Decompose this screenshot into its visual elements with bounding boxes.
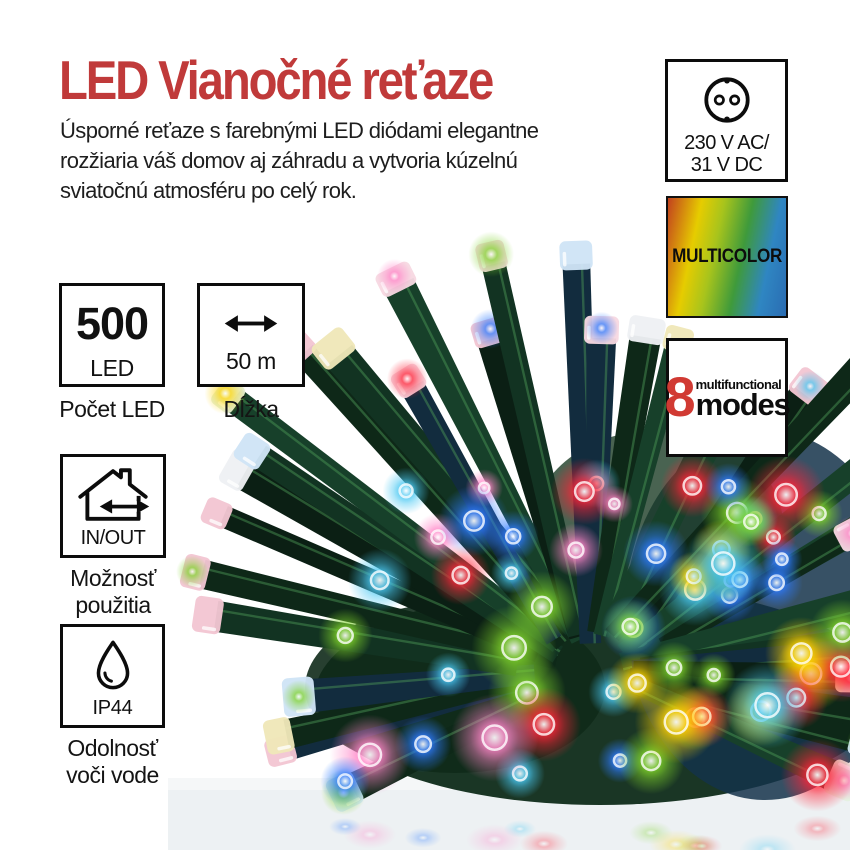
length-value: 50 m <box>226 348 276 374</box>
led-count-value: 500 <box>75 298 149 349</box>
voltage-line1: 230 V AC/ <box>684 132 769 154</box>
multicolor-badge: MULTICOLOR <box>666 196 788 318</box>
spec-length: 50 m <box>197 283 305 387</box>
schuko-socket-icon <box>703 77 750 123</box>
length-caption: Dĺžka <box>223 396 279 422</box>
product-description: Úsporné reťaze s farebnými LED diódami e… <box>60 116 539 206</box>
water-resistance-caption: Odolnosť voči vode <box>66 735 159 788</box>
modes-label-top: multifunctional <box>695 376 782 392</box>
description-line: rozžiaria váš domov aj záhradu a vytvori… <box>60 148 518 173</box>
usage-caption: Možnosť použitia <box>70 565 156 618</box>
led-count-caption: Počet LED <box>59 396 165 422</box>
voltage-line2: 31 V DC <box>690 154 763 176</box>
modes-label-bottom: modes <box>695 386 791 422</box>
house-in-out-icon <box>78 468 150 521</box>
double-arrow-icon <box>224 315 278 332</box>
modes-labels: multifunctional modes <box>695 376 791 422</box>
description-line: sviatočnú atmosféru po celý rok. <box>60 178 357 203</box>
water-drop-icon <box>96 640 129 690</box>
description-line: Úsporné reťaze s farebnými LED diódami e… <box>60 118 539 143</box>
voltage-text: 230 V AC/ 31 V DC <box>684 132 769 176</box>
power-badge: 230 V AC/ 31 V DC <box>665 59 788 182</box>
modes-badge: 8 multifunctional modes <box>664 338 791 457</box>
page-title: LED Vianočné reťaze <box>59 49 494 111</box>
spec-led-count: 500 LED <box>59 283 165 387</box>
led-count-unit: LED <box>90 355 134 381</box>
spec-water-resistance: IP44 <box>60 624 165 728</box>
usage-value: IN/OUT <box>80 527 146 549</box>
spec-usage: IN/OUT <box>60 454 166 558</box>
multicolor-label: MULTICOLOR <box>671 246 783 267</box>
water-resistance-value: IP44 <box>92 697 133 719</box>
modes-count: 8 <box>664 365 695 429</box>
